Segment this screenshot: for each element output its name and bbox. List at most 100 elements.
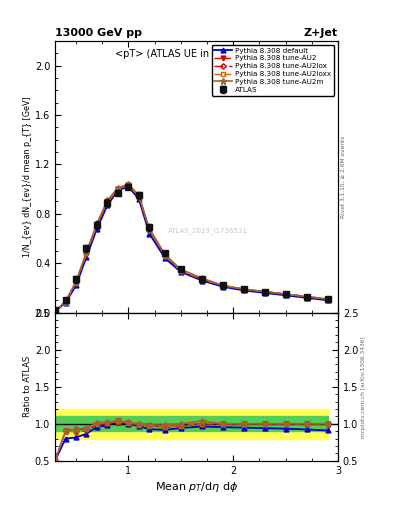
Pythia 8.308 tune-AU2m: [199, 275, 204, 281]
Pythia 8.308 tune-AU2loxx: [283, 291, 288, 297]
Pythia 8.308 tune-AU2m: [136, 192, 141, 198]
Pythia 8.308 tune-AU2lox: [283, 291, 288, 297]
Pythia 8.308 tune-AU2loxx: [95, 222, 99, 228]
Pythia 8.308 tune-AU2loxx: [126, 182, 131, 188]
Pythia 8.308 tune-AU2lox: [220, 283, 225, 289]
Pythia 8.308 tune-AU2m: [178, 266, 183, 272]
Pythia 8.308 tune-AU2lox: [147, 227, 152, 233]
Pythia 8.308 default: [84, 254, 89, 260]
Pythia 8.308 tune-AU2m: [220, 283, 225, 289]
Pythia 8.308 tune-AU2lox: [136, 194, 141, 200]
Pythia 8.308 tune-AU2m: [283, 291, 288, 297]
Line: Pythia 8.308 tune-AU2: Pythia 8.308 tune-AU2: [53, 183, 330, 314]
Pythia 8.308 tune-AU2lox: [84, 250, 89, 257]
Pythia 8.308 tune-AU2: [147, 227, 152, 233]
Y-axis label: mcplots.cern.ch [arXiv:1306.3436]: mcplots.cern.ch [arXiv:1306.3436]: [361, 336, 366, 438]
Pythia 8.308 tune-AU2: [199, 276, 204, 282]
Pythia 8.308 tune-AU2lox: [163, 253, 167, 259]
Pythia 8.308 default: [126, 184, 131, 190]
Pythia 8.308 tune-AU2loxx: [116, 186, 120, 192]
Pythia 8.308 default: [116, 187, 120, 194]
Pythia 8.308 tune-AU2: [163, 253, 167, 259]
Pythia 8.308 tune-AU2m: [53, 308, 57, 314]
Pythia 8.308 tune-AU2loxx: [163, 253, 167, 259]
Pythia 8.308 tune-AU2loxx: [178, 268, 183, 274]
Pythia 8.308 tune-AU2m: [147, 226, 152, 232]
Pythia 8.308 default: [304, 295, 309, 301]
Text: Z+Jet: Z+Jet: [304, 28, 338, 38]
Text: <pT> (ATLAS UE in Z production): <pT> (ATLAS UE in Z production): [115, 49, 278, 59]
Pythia 8.308 tune-AU2lox: [105, 199, 110, 205]
Pythia 8.308 tune-AU2loxx: [262, 289, 267, 295]
Pythia 8.308 default: [136, 196, 141, 202]
Pythia 8.308 tune-AU2: [262, 289, 267, 295]
Pythia 8.308 tune-AU2m: [105, 197, 110, 203]
Pythia 8.308 default: [73, 283, 78, 289]
Pythia 8.308 default: [105, 202, 110, 208]
Pythia 8.308 default: [262, 290, 267, 296]
Pythia 8.308 tune-AU2loxx: [53, 308, 57, 314]
Pythia 8.308 default: [53, 308, 57, 314]
Pythia 8.308 tune-AU2loxx: [304, 293, 309, 300]
Pythia 8.308 tune-AU2: [304, 293, 309, 300]
Pythia 8.308 tune-AU2m: [126, 181, 131, 187]
Pythia 8.308 default: [163, 255, 167, 261]
Line: Pythia 8.308 default: Pythia 8.308 default: [53, 184, 330, 314]
Pythia 8.308 tune-AU2loxx: [199, 276, 204, 282]
Legend: Pythia 8.308 default, Pythia 8.308 tune-AU2, Pythia 8.308 tune-AU2lox, Pythia 8.: Pythia 8.308 default, Pythia 8.308 tune-…: [211, 45, 334, 96]
Pythia 8.308 tune-AU2loxx: [105, 199, 110, 205]
Pythia 8.308 default: [147, 230, 152, 237]
Pythia 8.308 tune-AU2m: [262, 289, 267, 295]
Pythia 8.308 tune-AU2loxx: [241, 286, 246, 292]
Pythia 8.308 default: [199, 278, 204, 284]
Y-axis label: Rivet 3.1.10, ≥ 2.6M events: Rivet 3.1.10, ≥ 2.6M events: [341, 136, 346, 218]
Pythia 8.308 tune-AU2loxx: [147, 227, 152, 233]
Pythia 8.308 tune-AU2m: [95, 221, 99, 227]
Pythia 8.308 tune-AU2: [95, 223, 99, 229]
Pythia 8.308 tune-AU2m: [84, 249, 89, 255]
Pythia 8.308 tune-AU2loxx: [84, 250, 89, 257]
X-axis label: Mean $p_T$/d$\eta$ d$\phi$: Mean $p_T$/d$\eta$ d$\phi$: [155, 480, 238, 494]
Line: Pythia 8.308 tune-AU2lox: Pythia 8.308 tune-AU2lox: [53, 183, 329, 313]
Pythia 8.308 default: [325, 297, 330, 303]
Pythia 8.308 tune-AU2lox: [241, 286, 246, 292]
Pythia 8.308 default: [95, 226, 99, 232]
Pythia 8.308 tune-AU2: [178, 268, 183, 274]
Pythia 8.308 tune-AU2lox: [199, 276, 204, 282]
Pythia 8.308 tune-AU2lox: [95, 222, 99, 228]
Y-axis label: 1/N_{ev} dN_{ev}/d mean p_{T} [GeV]: 1/N_{ev} dN_{ev}/d mean p_{T} [GeV]: [23, 96, 32, 257]
Pythia 8.308 tune-AU2loxx: [220, 283, 225, 289]
Pythia 8.308 tune-AU2lox: [73, 279, 78, 285]
Pythia 8.308 tune-AU2: [220, 283, 225, 289]
Pythia 8.308 tune-AU2m: [63, 298, 68, 305]
Pythia 8.308 tune-AU2m: [163, 251, 167, 258]
Pythia 8.308 tune-AU2loxx: [63, 298, 68, 305]
Pythia 8.308 tune-AU2lox: [116, 186, 120, 192]
Pythia 8.308 tune-AU2: [325, 296, 330, 302]
Pythia 8.308 tune-AU2loxx: [325, 296, 330, 302]
Pythia 8.308 tune-AU2loxx: [136, 194, 141, 200]
Pythia 8.308 tune-AU2m: [241, 286, 246, 292]
Pythia 8.308 tune-AU2m: [116, 185, 120, 191]
Pythia 8.308 tune-AU2m: [304, 293, 309, 300]
Pythia 8.308 tune-AU2loxx: [73, 280, 78, 286]
Pythia 8.308 tune-AU2: [73, 280, 78, 286]
Pythia 8.308 tune-AU2: [116, 186, 120, 192]
Pythia 8.308 tune-AU2: [53, 308, 57, 314]
Pythia 8.308 default: [241, 287, 246, 293]
Pythia 8.308 tune-AU2lox: [126, 182, 131, 188]
Pythia 8.308 default: [178, 269, 183, 275]
Text: ATLAS_2019_I1736531: ATLAS_2019_I1736531: [168, 228, 248, 234]
Text: 13000 GeV pp: 13000 GeV pp: [55, 28, 142, 38]
Pythia 8.308 tune-AU2: [136, 194, 141, 200]
Pythia 8.308 tune-AU2: [105, 200, 110, 206]
Pythia 8.308 tune-AU2lox: [63, 298, 68, 305]
Line: Pythia 8.308 tune-AU2loxx: Pythia 8.308 tune-AU2loxx: [53, 183, 329, 313]
Pythia 8.308 tune-AU2lox: [325, 296, 330, 302]
Pythia 8.308 default: [283, 292, 288, 298]
Pythia 8.308 tune-AU2: [63, 298, 68, 305]
Pythia 8.308 tune-AU2m: [73, 279, 78, 285]
Pythia 8.308 tune-AU2: [126, 182, 131, 188]
Pythia 8.308 tune-AU2m: [325, 296, 330, 302]
Pythia 8.308 tune-AU2: [283, 291, 288, 297]
